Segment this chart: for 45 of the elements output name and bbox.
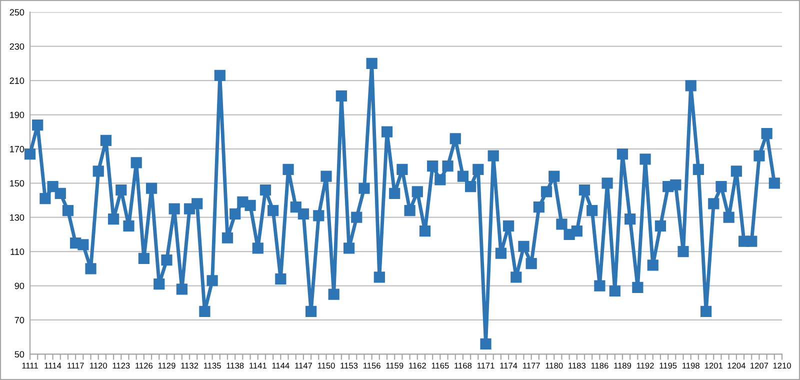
x-tick-label: 1201 (705, 362, 722, 369)
x-tick-label: 1198 (682, 362, 700, 369)
y-tick-label: 110 (10, 248, 24, 255)
x-tick-label: 1111 (22, 362, 38, 369)
x-tick-label: 1132 (181, 362, 198, 369)
x-tick-label: 1165 (432, 362, 449, 369)
x-tick-label: 1156 (363, 362, 380, 369)
x-tick-label: 1192 (636, 362, 654, 369)
x-tick-label: 1168 (454, 362, 472, 369)
x-tick-label: 1177 (523, 362, 540, 369)
x-tick-label: 1189 (614, 362, 632, 369)
y-tick-label: 130 (10, 214, 24, 221)
x-tick-label: 1117 (68, 362, 84, 369)
x-tick-label: 1126 (136, 362, 153, 369)
x-tick-label: 1135 (204, 362, 221, 369)
y-tick-label: 230 (10, 43, 24, 50)
x-tick-label: 1162 (409, 362, 426, 369)
y-tick-label: 70 (14, 316, 24, 324)
x-tick-label: 1171 (477, 362, 494, 369)
x-tick-label: 1204 (728, 362, 746, 369)
x-tick-label: 1138 (226, 362, 244, 369)
x-tick-label: 1120 (90, 362, 107, 369)
x-tick-label: 1147 (295, 362, 312, 369)
y-tick-label: 210 (10, 78, 24, 84)
y-tick-label: 150 (10, 180, 24, 187)
x-tick-label: 1180 (546, 362, 563, 369)
x-tick-label: 1144 (272, 362, 290, 369)
x-tick-label: 1153 (340, 362, 358, 369)
x-tick-label: 1114 (44, 362, 62, 369)
x-tick-label: 1174 (500, 362, 518, 369)
y-tick-label: 250 (10, 9, 24, 16)
y-tick-label: 90 (14, 282, 24, 290)
y-tick-label: 50 (14, 351, 24, 358)
x-tick-label: 1150 (318, 362, 335, 369)
y-tick-label: 190 (10, 112, 24, 118)
x-tick-label: 1195 (660, 362, 677, 369)
x-tick-label: 1129 (158, 362, 176, 369)
x-tick-label: 1186 (591, 362, 608, 369)
x-tick-label: 1159 (386, 362, 404, 369)
x-tick-label: 1183 (568, 362, 586, 369)
x-tick-label: 1210 (773, 362, 791, 369)
x-tick-label: 1141 (250, 362, 266, 369)
x-tick-label: 1207 (750, 362, 768, 369)
x-tick-label: 1123 (112, 362, 130, 369)
y-tick-label: 170 (10, 146, 24, 152)
